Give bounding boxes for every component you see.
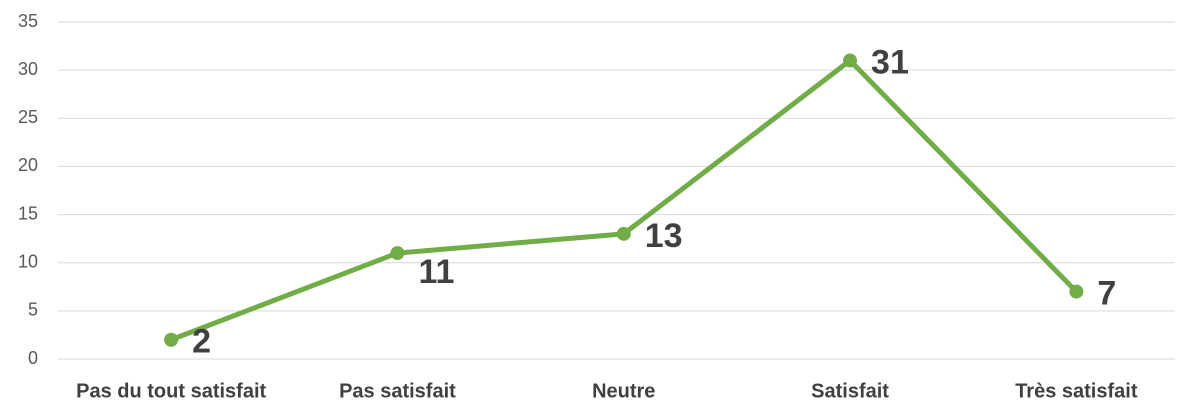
y-tick-label: 15 xyxy=(18,203,38,223)
data-label: 7 xyxy=(1097,275,1116,313)
data-label: 2 xyxy=(192,323,211,361)
x-tick-label: Neutre xyxy=(592,380,655,402)
x-tick-label: Satisfait xyxy=(811,380,889,402)
marker xyxy=(164,332,179,347)
line xyxy=(170,58,1079,343)
y-tick-label: 10 xyxy=(18,251,38,271)
marker xyxy=(843,53,858,68)
y-tick-label: 20 xyxy=(18,155,38,175)
data-label: 11 xyxy=(418,253,454,291)
y-tick-label: 25 xyxy=(18,107,38,127)
data-label: 13 xyxy=(645,217,683,255)
y-tick-label: 35 xyxy=(18,11,38,31)
y-tick-label: 30 xyxy=(18,59,38,79)
marker xyxy=(1069,284,1084,299)
x-tick-label: Pas du tout satisfait xyxy=(76,380,266,402)
y-tick-label: 5 xyxy=(28,300,38,320)
x-tick-label: Très satisfait xyxy=(1015,380,1138,402)
marker xyxy=(390,246,405,261)
data-label: 31 xyxy=(871,43,909,81)
marker xyxy=(616,226,631,241)
x-tick-label: Pas satisfait xyxy=(339,380,456,402)
y-tick-label: 0 xyxy=(28,348,38,368)
